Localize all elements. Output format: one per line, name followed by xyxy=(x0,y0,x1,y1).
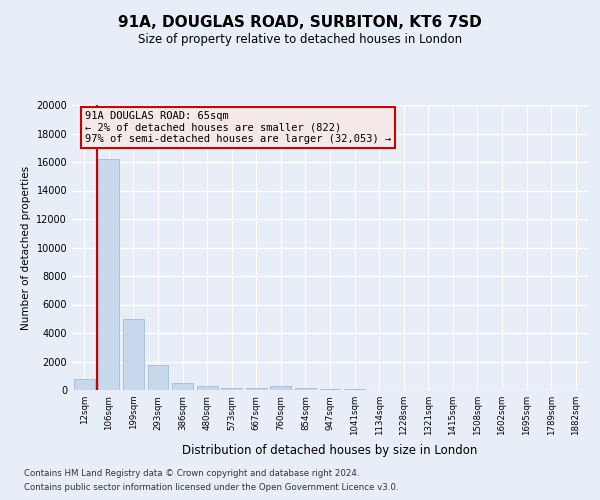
Bar xyxy=(148,365,169,390)
Y-axis label: Number of detached properties: Number of detached properties xyxy=(21,166,31,330)
Text: 91A, DOUGLAS ROAD, SURBITON, KT6 7SD: 91A, DOUGLAS ROAD, SURBITON, KT6 7SD xyxy=(118,15,482,30)
Text: Contains HM Land Registry data © Crown copyright and database right 2024.: Contains HM Land Registry data © Crown c… xyxy=(24,468,359,477)
Bar xyxy=(246,388,267,390)
Text: Contains public sector information licensed under the Open Government Licence v3: Contains public sector information licen… xyxy=(24,484,398,492)
Text: 91A DOUGLAS ROAD: 65sqm
← 2% of detached houses are smaller (822)
97% of semi-de: 91A DOUGLAS ROAD: 65sqm ← 2% of detached… xyxy=(85,110,391,144)
Bar xyxy=(197,386,218,390)
Bar xyxy=(271,386,292,390)
Bar xyxy=(123,319,144,390)
Bar xyxy=(221,388,242,390)
Text: Size of property relative to detached houses in London: Size of property relative to detached ho… xyxy=(138,32,462,46)
Bar xyxy=(74,378,95,390)
Bar xyxy=(295,388,316,390)
X-axis label: Distribution of detached houses by size in London: Distribution of detached houses by size … xyxy=(182,444,478,456)
Bar xyxy=(98,159,119,390)
Bar xyxy=(172,382,193,390)
Bar xyxy=(320,389,340,390)
